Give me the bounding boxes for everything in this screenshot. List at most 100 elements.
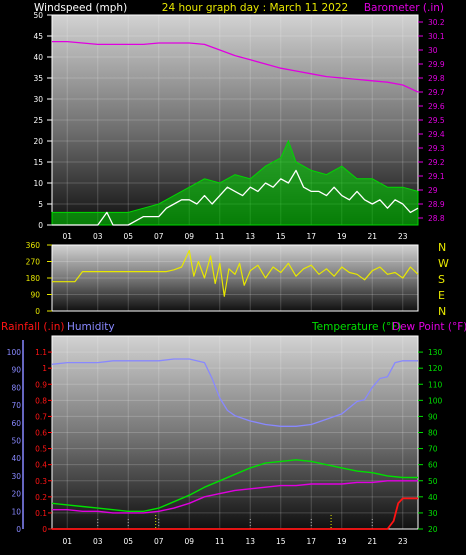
hour-tick-label: 23 bbox=[398, 537, 408, 546]
chart-title: 24 hour graph day : March 11 2022 bbox=[162, 2, 348, 14]
temp-tick-label: 60 bbox=[428, 461, 438, 470]
wind-tick-label: 5 bbox=[38, 200, 43, 209]
humidity-line bbox=[51, 358, 418, 427]
direction-tick-label: 180 bbox=[26, 274, 41, 283]
hour-tick-label: 19 bbox=[337, 537, 347, 546]
compass-w: W bbox=[438, 257, 449, 270]
rain-tick-label: 0.2 bbox=[35, 493, 47, 502]
humidity-tick-label: 100 bbox=[7, 348, 22, 357]
hour-tick-label: 11 bbox=[215, 537, 225, 546]
temp-tick-label: 40 bbox=[428, 493, 438, 502]
wind-tick-label: 15 bbox=[33, 158, 43, 167]
baro-tick-label: 29.3 bbox=[428, 144, 445, 153]
hour-tick-label: 15 bbox=[276, 537, 286, 546]
hour-tick-label: 13 bbox=[245, 537, 255, 546]
barometer-axis-title: Barometer (.in) bbox=[364, 2, 444, 14]
dewpoint-line bbox=[52, 480, 418, 514]
wind-tick-label: 40 bbox=[33, 53, 43, 62]
baro-tick-label: 30.1 bbox=[428, 32, 445, 41]
hour-tick-label: 21 bbox=[367, 232, 377, 241]
wind-tick-label: 35 bbox=[33, 74, 43, 83]
hour-tick-label: 09 bbox=[184, 232, 194, 241]
hour-tick-label: 05 bbox=[123, 232, 133, 241]
temp-tick-label: 20 bbox=[428, 525, 438, 534]
direction-tick-label: 270 bbox=[26, 258, 41, 267]
wind-tick-label: 25 bbox=[33, 116, 43, 125]
temp-tick-label: 130 bbox=[428, 348, 443, 357]
rain-tick-label: 0.9 bbox=[35, 380, 47, 389]
humidity-axis-title: Humidity bbox=[67, 321, 115, 333]
rain-tick-label: 1.1 bbox=[35, 348, 47, 357]
humidity-tick-label: 20 bbox=[11, 490, 21, 499]
series bbox=[51, 40, 419, 530]
baro-tick-label: 30.2 bbox=[428, 18, 445, 27]
rain-tick-label: 1 bbox=[42, 364, 47, 373]
baro-tick-label: 29.5 bbox=[428, 116, 445, 125]
hour-tick-label: 23 bbox=[398, 232, 408, 241]
dewpoint-axis-title: Dew Point (°F) bbox=[392, 321, 466, 333]
hour-tick-label: 07 bbox=[154, 232, 164, 241]
temp-tick-label: 100 bbox=[428, 396, 443, 405]
hour-tick-label: 17 bbox=[306, 537, 316, 546]
compass-e: E bbox=[438, 289, 445, 302]
gust-area bbox=[51, 139, 419, 226]
temperature-line bbox=[51, 459, 418, 512]
hour-tick-label: 05 bbox=[123, 537, 133, 546]
hour-tick-label: 07 bbox=[154, 537, 164, 546]
baro-tick-label: 28.9 bbox=[428, 200, 445, 209]
windspeed-line bbox=[52, 169, 419, 226]
ticks: 0510152025303540455028.828.92929.129.229… bbox=[7, 11, 445, 546]
rain-tick-label: 0 bbox=[42, 525, 47, 534]
baro-tick-label: 29.1 bbox=[428, 172, 445, 181]
temp-tick-label: 110 bbox=[428, 380, 443, 389]
rain-tick-label: 0.7 bbox=[35, 412, 47, 421]
baro-tick-label: 29.6 bbox=[428, 102, 445, 111]
humidity-tick-label: 80 bbox=[11, 383, 21, 392]
rain-tick-label: 0.8 bbox=[35, 396, 47, 405]
baro-tick-label: 29.4 bbox=[428, 130, 445, 139]
humidity-tick-label: 90 bbox=[11, 366, 21, 375]
humidity-tick-label: 0 bbox=[16, 525, 21, 534]
rainfall-axis-title: Rainfall (.in) bbox=[1, 321, 64, 333]
wind-tick-label: 10 bbox=[33, 179, 43, 188]
humidity-tick-label: 10 bbox=[11, 507, 21, 516]
temp-tick-label: 90 bbox=[428, 412, 438, 421]
hour-tick-label: 21 bbox=[367, 537, 377, 546]
barometer-line bbox=[52, 40, 419, 93]
hour-tick-label: 17 bbox=[306, 232, 316, 241]
humidity-tick-label: 40 bbox=[11, 454, 21, 463]
humidity-tick-label: 50 bbox=[11, 436, 21, 445]
compass-n-top: N bbox=[438, 241, 446, 254]
rain-tick-label: 0.3 bbox=[35, 477, 47, 486]
wind-tick-label: 20 bbox=[33, 137, 43, 146]
temp-tick-label: 70 bbox=[428, 445, 438, 454]
hour-tick-label: 15 bbox=[276, 232, 286, 241]
direction-tick-label: 360 bbox=[26, 241, 41, 250]
hour-tick-label: 09 bbox=[184, 537, 194, 546]
hour-tick-label: 11 bbox=[215, 232, 225, 241]
rain-tick-label: 0.4 bbox=[35, 461, 47, 470]
rainfall-line bbox=[52, 497, 418, 530]
hour-tick-label: 03 bbox=[93, 537, 103, 546]
compass-s: S bbox=[438, 273, 445, 286]
baro-tick-label: 28.8 bbox=[428, 214, 445, 223]
wind-tick-label: 30 bbox=[33, 95, 43, 104]
temp-tick-label: 30 bbox=[428, 509, 438, 518]
wind-tick-label: 45 bbox=[33, 32, 43, 41]
baro-tick-label: 29 bbox=[428, 186, 438, 195]
direction-line bbox=[52, 249, 419, 297]
temp-tick-label: 50 bbox=[428, 477, 438, 486]
baro-tick-label: 29.9 bbox=[428, 60, 445, 69]
hour-tick-label: 03 bbox=[93, 232, 103, 241]
hour-tick-label: 01 bbox=[62, 232, 72, 241]
panel2-bg bbox=[51, 244, 419, 312]
baro-tick-label: 29.8 bbox=[428, 74, 445, 83]
rain-tick-label: 0.1 bbox=[35, 509, 47, 518]
rain-tick-label: 0.6 bbox=[35, 429, 47, 438]
rain-tick-label: 0.5 bbox=[35, 445, 47, 454]
baro-tick-label: 29.7 bbox=[428, 88, 445, 97]
humidity-tick-label: 30 bbox=[11, 472, 21, 481]
temperature-axis-title: Temperature (°F) bbox=[311, 321, 401, 333]
